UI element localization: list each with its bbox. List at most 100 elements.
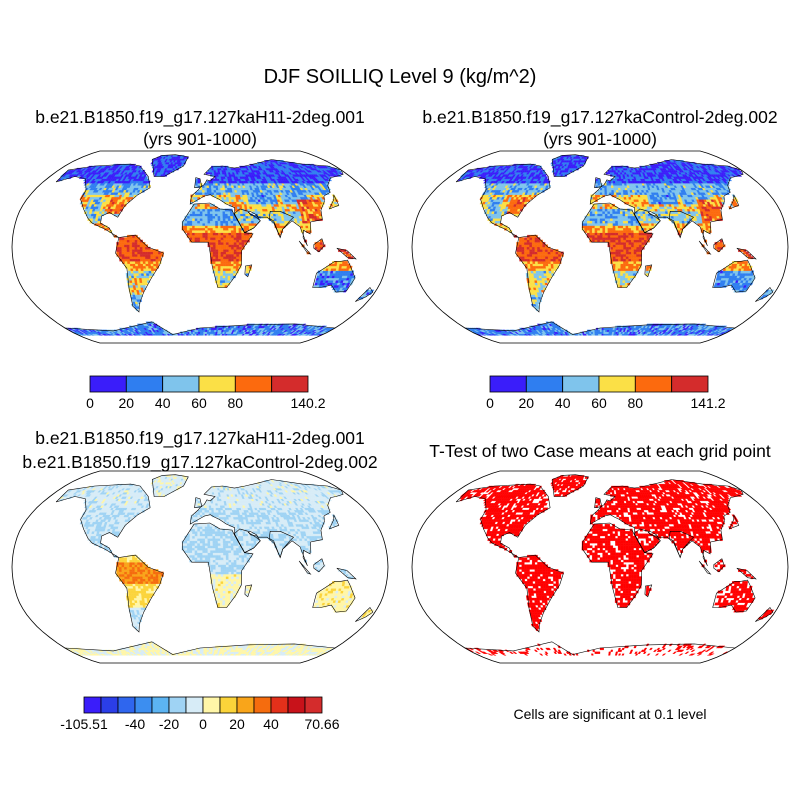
grid-cell — [194, 213, 198, 217]
grid-cell — [625, 263, 629, 267]
grid-cell — [348, 253, 352, 257]
grid-cell — [145, 249, 148, 252]
grid-cell — [543, 268, 547, 271]
grid-cell — [213, 194, 217, 198]
grid-cell — [208, 187, 212, 191]
grid-cell — [199, 237, 203, 241]
grid-cell — [189, 213, 193, 217]
grid-cell — [195, 194, 198, 198]
grid-cell — [545, 256, 549, 260]
grid-cell — [220, 213, 223, 217]
grid-cell — [192, 208, 196, 212]
grid-cell — [134, 280, 138, 283]
grid-cell — [199, 333, 202, 336]
grid-cell — [238, 237, 242, 241]
grid-cell — [214, 208, 218, 212]
grid-cell — [217, 218, 221, 221]
grid-cell — [550, 256, 554, 260]
grid-cell — [127, 261, 131, 264]
grid-cell — [314, 244, 318, 248]
grid-cell — [197, 225, 201, 229]
grid-cell — [140, 270, 144, 274]
grid-cell — [133, 277, 138, 281]
grid-cell — [192, 239, 195, 243]
grid-cell — [245, 220, 249, 224]
grid-cell — [225, 215, 229, 219]
grid-cell — [281, 220, 285, 224]
grid-cell — [243, 225, 247, 229]
grid-cell — [233, 239, 237, 243]
grid-cell — [625, 256, 629, 260]
grid-cell — [137, 251, 141, 255]
grid-cell — [319, 244, 323, 248]
grid-cell — [217, 227, 221, 231]
grid-cell — [238, 227, 242, 231]
grid-cell — [225, 251, 229, 255]
grid-cell — [627, 270, 631, 274]
grid-cell — [237, 213, 241, 217]
grid-cell — [142, 249, 146, 252]
grid-cell — [521, 258, 525, 262]
grid-cell — [212, 211, 216, 214]
grid-cell — [553, 261, 557, 264]
grid-cell — [202, 230, 206, 233]
grid-cell — [230, 215, 234, 219]
grid-cell — [645, 270, 649, 274]
grid-cell — [223, 232, 227, 236]
grid-cell — [533, 277, 538, 281]
grid-cell — [636, 253, 640, 257]
grid-cell — [116, 249, 120, 252]
grid-cell — [145, 258, 149, 262]
grid-cell — [618, 253, 621, 257]
grid-cell — [627, 275, 631, 279]
grid-cell — [155, 253, 159, 257]
grid-cell — [620, 258, 624, 262]
grid-cell — [222, 280, 226, 283]
grid-cell — [230, 261, 234, 264]
grid-cell — [146, 275, 150, 279]
grid-cell — [228, 244, 232, 248]
grid-cell — [242, 211, 246, 214]
grid-cell — [199, 208, 203, 212]
grid-cell — [199, 206, 203, 210]
grid-cell — [132, 251, 136, 255]
grid-cell — [209, 192, 212, 195]
panel3-title-line2: b.e21.B1850.f19_g17.127kaControl-2deg.00… — [22, 452, 378, 472]
grid-cell — [615, 256, 619, 260]
grid-cell — [124, 256, 128, 260]
grid-cell — [235, 213, 239, 217]
grid-cell — [228, 253, 232, 257]
grid-cell — [194, 234, 198, 238]
grid-cell — [211, 187, 214, 191]
grid-cell — [207, 220, 211, 224]
grid-cell — [212, 213, 216, 217]
grid-cell — [638, 256, 642, 260]
grid-cell — [139, 246, 143, 250]
grid-cell — [543, 275, 547, 279]
grid-cell — [204, 189, 208, 193]
grid-cell — [617, 277, 621, 281]
grid-cell — [233, 249, 237, 252]
grid-cell — [615, 275, 618, 279]
grid-cell — [550, 261, 554, 264]
grid-cell — [516, 249, 520, 252]
grid-cell — [612, 265, 616, 269]
grid-cell — [97, 218, 101, 221]
grid-cell — [319, 242, 323, 245]
grid-cell — [138, 268, 142, 271]
grid-cell — [620, 265, 624, 269]
grid-cell — [129, 239, 133, 243]
grid-cell — [194, 203, 198, 207]
grid-cell — [212, 206, 216, 210]
grid-cell — [213, 189, 217, 193]
grid-cell — [204, 223, 208, 226]
grid-cell — [218, 251, 222, 255]
grid-cell — [251, 223, 255, 226]
grid-cell — [213, 187, 217, 191]
grid-cell — [207, 234, 211, 238]
grid-cell — [529, 261, 533, 264]
grid-cell — [121, 256, 125, 260]
grid-cell — [617, 270, 621, 274]
grid-cell — [138, 270, 142, 274]
grid-cell — [619, 284, 623, 288]
